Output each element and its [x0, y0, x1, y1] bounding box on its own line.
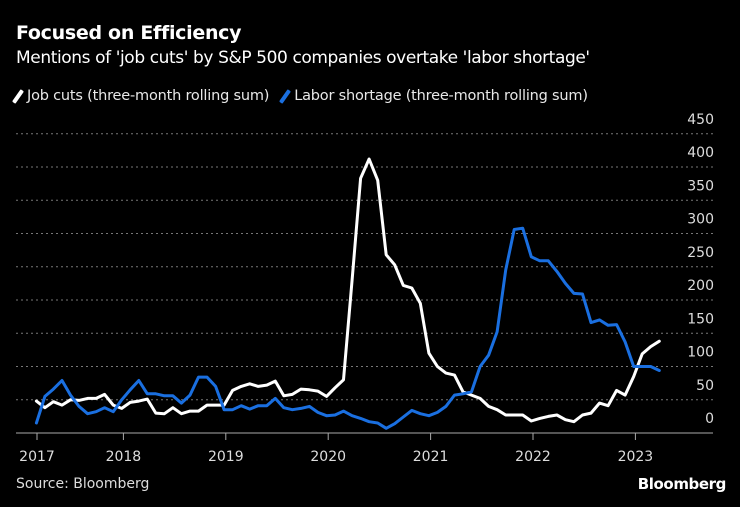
x-tick-label: 2018	[106, 449, 142, 465]
chart-subtitle: Mentions of 'job cuts' by S&P 500 compan…	[16, 48, 590, 68]
x-tick-label: 2021	[413, 449, 449, 465]
x-tick-label: 2017	[19, 449, 55, 465]
chart-title: Focused on Efficiency	[16, 22, 242, 44]
y-tick-label: 50	[696, 378, 714, 394]
series-line-labor-shortage	[34, 226, 661, 430]
x-tick-label: 2023	[618, 449, 654, 465]
y-tick-label: 350	[687, 178, 714, 194]
y-tick-label: 300	[687, 212, 714, 228]
y-tick-label: 100	[687, 345, 714, 361]
legend-item-job-cuts: Job cuts (three-month rolling sum)	[12, 88, 270, 104]
legend: Job cuts (three-month rolling sum) Labor…	[12, 88, 588, 104]
y-tick-label: 250	[687, 245, 714, 261]
source-note: Source: Bloomberg	[16, 476, 150, 492]
legend-label-job-cuts: Job cuts (three-month rolling sum)	[27, 88, 270, 104]
series-line-job-cuts	[34, 157, 661, 424]
x-tick-label: 2019	[208, 449, 244, 465]
y-tick-label: 200	[687, 278, 714, 294]
y-tick-label: 0	[705, 411, 714, 427]
bloomberg-logo: Bloomberg	[637, 475, 727, 493]
y-tick-label: 400	[687, 145, 714, 161]
x-tick-label: 2020	[310, 449, 346, 465]
y-tick-label: 150	[687, 311, 714, 327]
legend-item-labor-shortage: Labor shortage (three-month rolling sum)	[279, 88, 588, 104]
y-tick-label: 450	[687, 112, 714, 128]
x-tick-label: 2022	[515, 449, 551, 465]
legend-label-labor-shortage: Labor shortage (three-month rolling sum)	[294, 88, 588, 104]
